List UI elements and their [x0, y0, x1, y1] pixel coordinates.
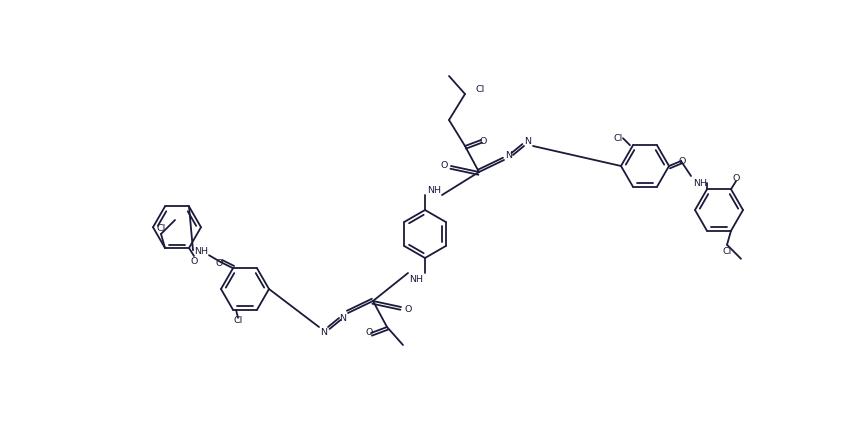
Text: Cl: Cl	[722, 247, 732, 256]
Text: O: O	[480, 137, 486, 146]
Text: Cl: Cl	[233, 316, 243, 325]
Text: O: O	[678, 157, 686, 166]
Text: Cl: Cl	[475, 85, 485, 94]
Text: Cl: Cl	[613, 133, 623, 142]
Text: O: O	[190, 256, 198, 265]
Text: NH: NH	[409, 274, 423, 283]
Text: NH: NH	[693, 179, 707, 188]
Text: NH: NH	[427, 186, 441, 195]
Text: O: O	[405, 305, 412, 314]
Text: N: N	[505, 151, 513, 160]
Text: O: O	[733, 173, 740, 182]
Text: NH: NH	[194, 246, 208, 255]
Text: N: N	[525, 137, 532, 146]
Text: N: N	[320, 328, 327, 337]
Text: O: O	[440, 160, 447, 169]
Text: O: O	[216, 258, 222, 267]
Text: N: N	[339, 314, 347, 323]
Text: O: O	[366, 328, 372, 337]
Text: Cl: Cl	[157, 224, 165, 233]
